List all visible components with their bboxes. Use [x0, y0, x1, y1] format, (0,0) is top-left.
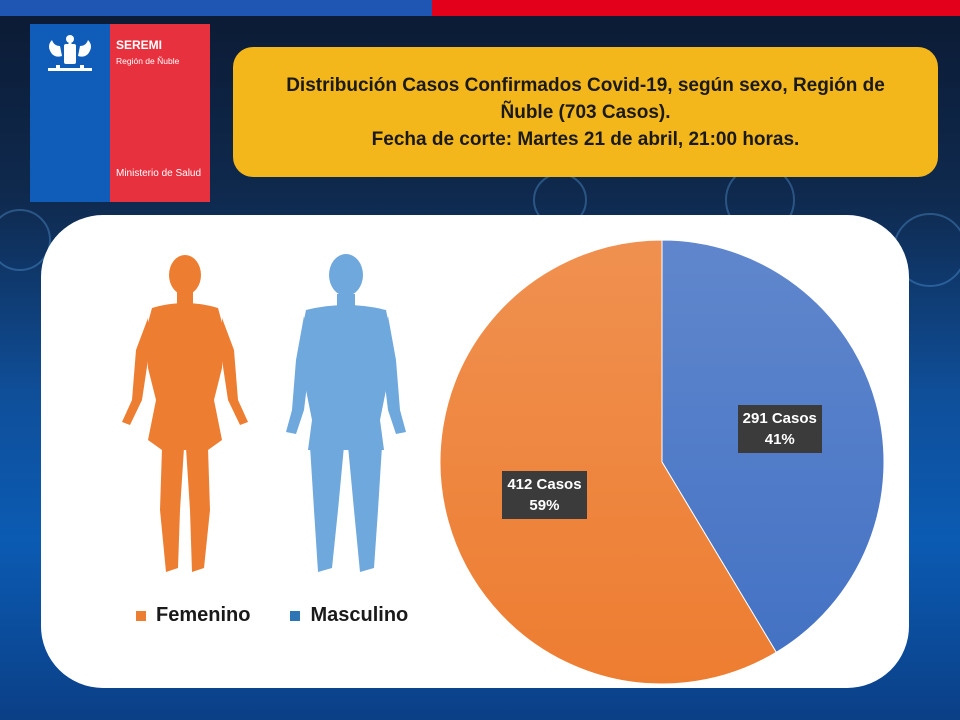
seremi-logo: SEREMI Región de Ñuble Ministerio de Sal…: [30, 24, 210, 202]
logo-blue-panel: [30, 24, 110, 202]
legend-swatch: [290, 610, 301, 621]
pie-chart: 291 Casos 41% 412 Casos 59%: [438, 238, 886, 686]
title-line-1: Distribución Casos Confirmados Covid-19,…: [286, 74, 885, 96]
logo-red-panel: SEREMI Región de Ñuble Ministerio de Sal…: [110, 24, 210, 202]
male-figure-icon: [286, 254, 406, 572]
pie-label-masculino: 291 Casos 41%: [737, 405, 822, 454]
logo-region-text: Región de Ñuble: [116, 56, 180, 66]
logo-ministry-text: Ministerio de Salud: [116, 168, 202, 179]
title-line-3: Fecha de corte: Martes 21 de abril, 21:0…: [371, 128, 800, 150]
coat-of-arms-icon: [48, 35, 92, 71]
female-figure-icon: [122, 255, 248, 572]
pie-label-femenino: 412 Casos 59%: [502, 470, 587, 519]
pie-label-cases: 412 Casos: [507, 475, 582, 493]
top-bar-red: [432, 0, 960, 16]
legend: Femenino Masculino: [136, 604, 408, 627]
pie-chart-svg: [439, 239, 885, 685]
legend-item-masculino: Masculino: [290, 604, 408, 627]
pie-slice-femenino: [439, 239, 777, 685]
figures: [122, 254, 406, 572]
legend-swatch: [136, 610, 146, 621]
legend-item-femenino: Femenino: [136, 604, 250, 627]
logo-seremi-text: SEREMI: [116, 38, 163, 52]
title-line-2: Ñuble (703 Casos).: [500, 101, 671, 123]
top-bar-blue: [0, 0, 432, 16]
pie-label-percent: 41%: [764, 431, 795, 449]
legend-label: Masculino: [310, 604, 409, 626]
pie-label-percent: 59%: [529, 496, 560, 514]
title-box: Distribución Casos Confirmados Covid-19,…: [233, 47, 938, 177]
legend-label: Femenino: [156, 604, 251, 626]
pie-label-cases: 291 Casos: [742, 410, 817, 428]
